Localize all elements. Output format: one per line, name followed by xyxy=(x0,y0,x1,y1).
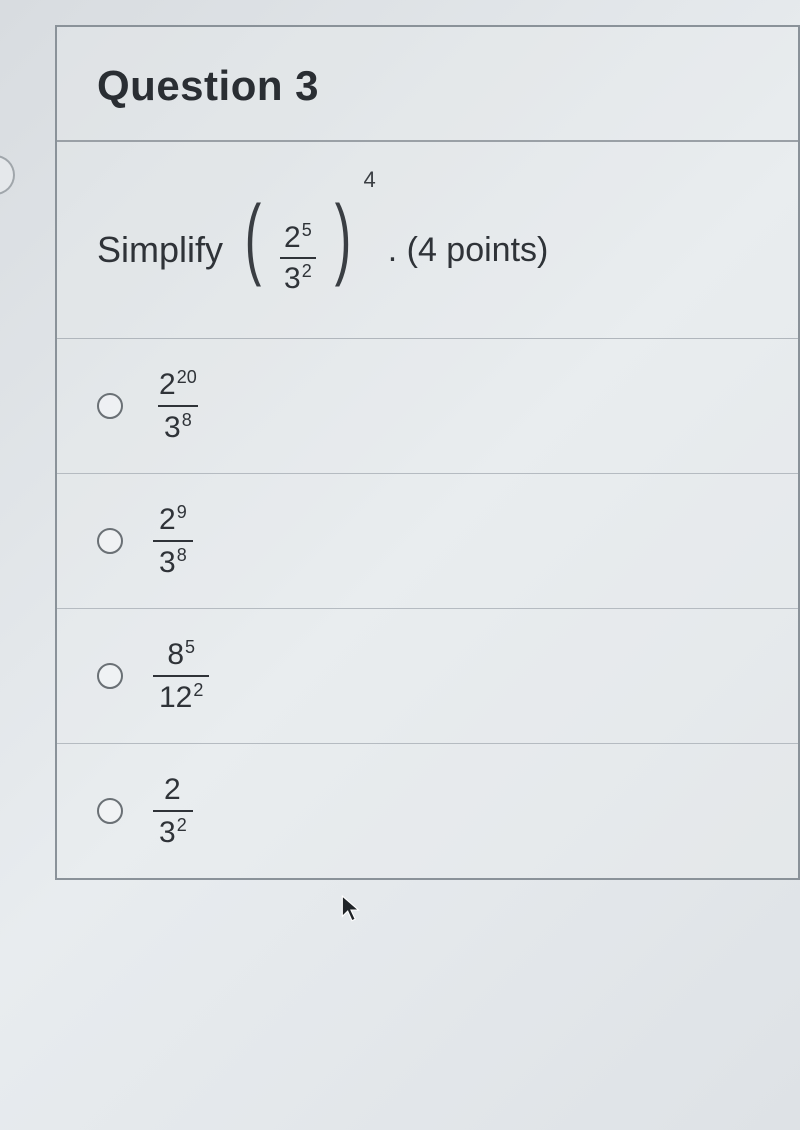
question-card: Question 3 Simplify ( 25 32 ) 4 . (4 poi… xyxy=(55,25,800,880)
open-paren: ( xyxy=(245,202,261,274)
radio-button[interactable] xyxy=(97,393,123,419)
radio-button[interactable] xyxy=(97,798,123,824)
opt-den-base: 3 xyxy=(164,411,181,444)
question-header: Question 3 xyxy=(57,27,798,142)
cursor-icon xyxy=(340,895,364,925)
opt-num-base: 2 xyxy=(164,773,181,806)
question-title: Question 3 xyxy=(97,62,758,110)
opt-num-exp: 9 xyxy=(177,502,187,522)
close-paren: ) xyxy=(334,202,350,274)
opt-den-base: 3 xyxy=(159,816,176,849)
prompt-verb: Simplify xyxy=(97,229,223,271)
option-row[interactable]: 29 38 xyxy=(57,474,798,609)
points-label: . (4 points) xyxy=(388,231,549,270)
option-row[interactable]: 220 38 xyxy=(57,339,798,474)
option-fraction: 29 38 xyxy=(153,499,193,583)
prompt-fraction: 25 32 xyxy=(280,218,316,298)
opt-den-exp: 8 xyxy=(182,410,192,430)
radio-button[interactable] xyxy=(97,528,123,554)
opt-num-exp: 5 xyxy=(185,637,195,657)
option-row[interactable]: 2 32 xyxy=(57,744,798,878)
opt-den-base: 3 xyxy=(159,546,176,579)
opt-num-base: 8 xyxy=(167,638,184,671)
option-fraction: 85 122 xyxy=(153,634,209,718)
opt-den-exp: 2 xyxy=(177,815,187,835)
option-row[interactable]: 85 122 xyxy=(57,609,798,744)
prompt-den-base: 3 xyxy=(284,262,301,295)
opt-den-exp: 8 xyxy=(177,545,187,565)
opt-den-base: 12 xyxy=(159,681,192,714)
opt-den-exp: 2 xyxy=(193,680,203,700)
option-fraction: 220 38 xyxy=(153,364,203,448)
prompt-num-base: 2 xyxy=(284,221,301,254)
options-list: 220 38 29 38 85 122 2 32 xyxy=(57,339,798,878)
opt-num-base: 2 xyxy=(159,503,176,536)
radio-button[interactable] xyxy=(97,663,123,689)
prompt-den-exp: 2 xyxy=(302,261,312,281)
option-fraction: 2 32 xyxy=(153,769,193,853)
prompt-outer-exp: 4 xyxy=(363,167,375,193)
prompt-num-exp: 5 xyxy=(302,220,312,240)
question-prompt: Simplify ( 25 32 ) 4 . (4 points) xyxy=(57,142,798,339)
prev-question-nav[interactable] xyxy=(0,155,15,195)
prompt-expression: ( 25 32 ) 4 xyxy=(238,202,358,298)
opt-num-exp: 20 xyxy=(177,367,197,387)
opt-num-base: 2 xyxy=(159,368,176,401)
